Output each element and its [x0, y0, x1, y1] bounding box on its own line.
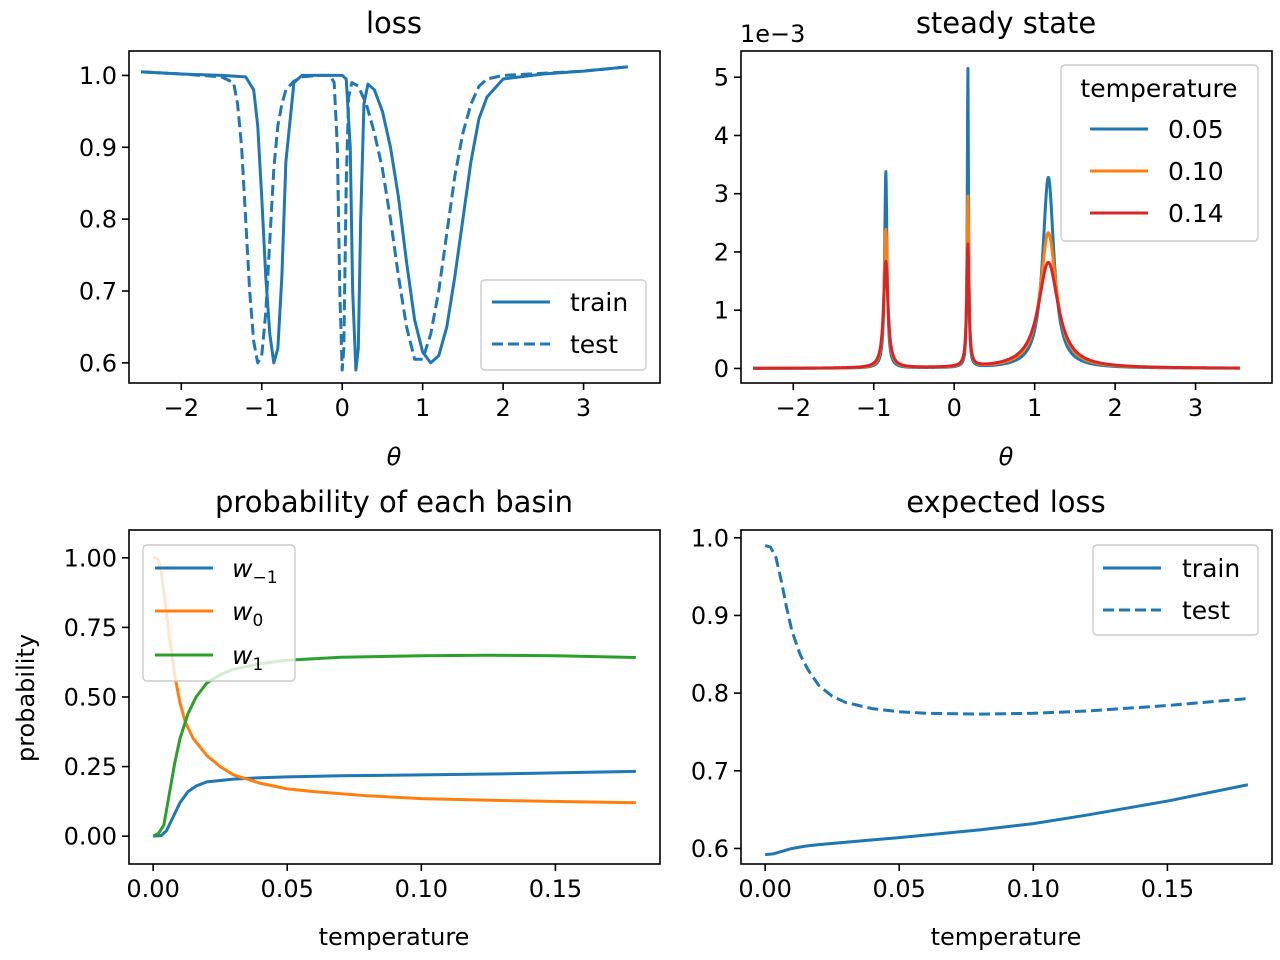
loss-legend-train: train	[570, 288, 628, 317]
steady-legend-title: temperature	[1080, 74, 1237, 103]
expected-series-line-0	[764, 783, 1249, 857]
loss-xtick-label: 2	[495, 394, 510, 422]
prob-xtick-label: 0.10	[395, 875, 448, 903]
prob-legend: w−1 w0 w1	[142, 544, 296, 682]
expected-xtick-label: 0.15	[1141, 875, 1194, 903]
loss-legend: train test	[480, 279, 647, 371]
expected-xtick-label: 0.00	[738, 875, 791, 903]
expected-ticks: 0.00 0.05 0.10 0.15 0.6 0.7 0.8 0.9 1.0	[691, 524, 1194, 903]
loss-xtick-label: −2	[164, 394, 199, 422]
expected-legend: train test	[1092, 544, 1259, 636]
steady-axes-frame	[740, 50, 1273, 384]
prob-xtick-label: 0.05	[261, 875, 314, 903]
loss-legend-test: test	[570, 330, 618, 359]
steady-ytick-label: 2	[714, 238, 729, 266]
steady-xtick-label: 0	[947, 394, 962, 422]
steady-xtick-label: −1	[856, 394, 891, 422]
prob-ticks: 0.00 0.05 0.10 0.15 0.00 0.25 0.50 0.75 1.00	[64, 544, 583, 903]
prob-ylabel: probability	[12, 634, 40, 762]
expected-ytick-label: 0.8	[691, 680, 729, 708]
steady-xtick-label: 2	[1107, 394, 1122, 422]
steady-legend-2: 0.14	[1168, 199, 1224, 228]
loss-xtick-label: −1	[244, 394, 279, 422]
expected-ytick-label: 0.7	[691, 757, 729, 785]
prob-legend-1: w0	[232, 597, 263, 631]
expected-ytick-label: 0.9	[691, 602, 729, 630]
expected-legend-train: train	[1182, 554, 1240, 583]
steady-title: steady state	[916, 6, 1096, 40]
prob-legend-2: w1	[232, 641, 263, 675]
prob-ytick-label: 0.75	[64, 614, 117, 642]
prob-xlabel: temperature	[319, 923, 470, 951]
prob-legend-2-sub: 1	[252, 655, 263, 675]
prob-legend-1-sub: 0	[252, 611, 263, 631]
loss-xtick-label: 0	[335, 394, 350, 422]
expected-xlabel: temperature	[931, 923, 1082, 951]
loss-xtick-label: 1	[415, 394, 430, 422]
prob-ytick-label: 0.00	[64, 823, 117, 851]
steady-ytick-label: 4	[714, 122, 729, 150]
steady-offset-text: 1e−3	[740, 20, 805, 48]
steady-state-panel: steady state 1e−3 θ −2 −1 0 1 2 3 0 1 2 3 4 5 tempe…	[714, 6, 1273, 471]
steady-ytick-label: 0	[714, 355, 729, 383]
prob-ytick-label: 1.00	[64, 544, 117, 572]
loss-series-line-1	[140, 65, 628, 372]
prob-xtick-label: 0.15	[529, 875, 582, 903]
steady-ytick-label: 3	[714, 180, 729, 208]
loss-xlabel: θ	[387, 443, 402, 471]
loss-ytick-label: 0.7	[79, 278, 117, 306]
expected-axes-frame	[740, 529, 1273, 865]
steady-ticks: −2 −1 0 1 2 3 0 1 2 3 4 5	[714, 64, 1203, 422]
steady-plot-area	[751, 67, 1241, 370]
loss-series-line-0	[140, 65, 628, 372]
expected-series-line-1	[764, 544, 1248, 716]
steady-series-line-2	[751, 242, 1241, 370]
loss-axes-frame	[128, 50, 661, 384]
steady-ytick-label: 5	[714, 64, 729, 92]
loss-panel: loss θ −2 −1 0 1 2 3 0.6 0.7 0.8 0.9 1.0 train tes…	[79, 6, 661, 471]
expected-title: expected loss	[906, 485, 1106, 519]
expected-legend-test: test	[1182, 596, 1230, 625]
loss-title: loss	[366, 6, 422, 40]
expected-loss-panel: expected loss temperature 0.00 0.05 0.10 0.…	[691, 485, 1273, 951]
expected-plot-area	[764, 544, 1249, 857]
expected-xtick-label: 0.10	[1007, 875, 1060, 903]
expected-xtick-label: 0.05	[873, 875, 926, 903]
loss-ticks: −2 −1 0 1 2 3 0.6 0.7 0.8 0.9 1.0	[79, 62, 591, 422]
loss-plot-area	[140, 65, 628, 372]
prob-legend-0: w−1	[232, 554, 278, 588]
steady-xtick-label: 3	[1188, 394, 1203, 422]
loss-ytick-label: 0.9	[79, 134, 117, 162]
steady-xtick-label: 1	[1027, 394, 1042, 422]
loss-ytick-label: 0.6	[79, 349, 117, 377]
steady-legend-0: 0.05	[1168, 115, 1224, 144]
prob-xtick-label: 0.00	[126, 875, 179, 903]
steady-legend: temperature 0.05 0.10 0.14	[1060, 64, 1259, 242]
loss-ytick-label: 0.8	[79, 206, 117, 234]
steady-legend-1: 0.10	[1168, 157, 1224, 186]
loss-ytick-label: 1.0	[79, 62, 117, 90]
steady-xtick-label: −2	[776, 394, 811, 422]
prob-ytick-label: 0.25	[64, 753, 117, 781]
expected-ytick-label: 0.6	[691, 835, 729, 863]
steady-xlabel: θ	[999, 443, 1014, 471]
steady-ytick-label: 1	[714, 297, 729, 325]
probability-panel: probability of each basin temperature pr…	[12, 485, 661, 951]
loss-xtick-label: 3	[576, 394, 591, 422]
expected-ytick-label: 1.0	[691, 524, 729, 552]
prob-series-line-0	[153, 769, 636, 838]
prob-title: probability of each basin	[215, 485, 573, 519]
prob-legend-0-sub: −1	[252, 568, 277, 588]
prob-ytick-label: 0.50	[64, 684, 117, 712]
prob-axes-frame	[128, 529, 661, 865]
